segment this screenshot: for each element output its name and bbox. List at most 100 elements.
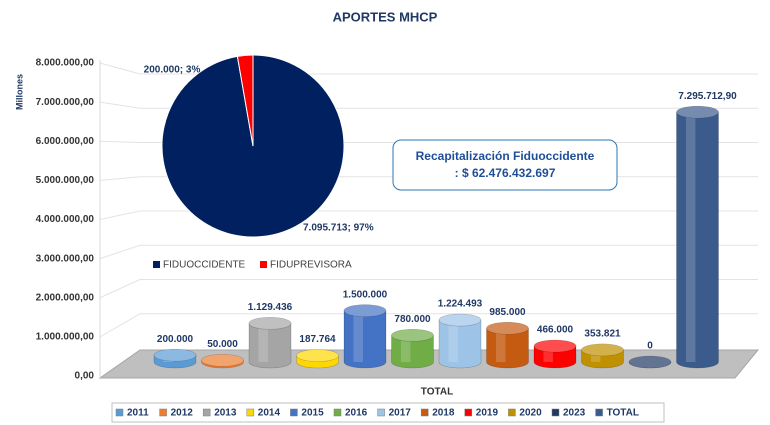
annotation-text: Recapitalización Fiduoccidente [416,149,595,163]
cylinder-top-shade [629,356,671,368]
grid-line [99,244,758,260]
legend-label: FIDUOCCIDENTE [163,260,246,271]
cylinder-top-shade [154,349,196,362]
legend-label: 2023 [563,408,586,419]
value-label: 466.000 [537,325,574,336]
cylinder-top-shade [534,340,576,353]
legend-swatch [333,408,342,417]
cylinder-body [248,323,292,369]
cylinder-top [343,304,387,317]
value-label: 1.129.436 [248,302,293,313]
y-tick-label: 6.000.000,00 [36,136,95,147]
cylinder-top [296,349,339,362]
cylinder-shine [590,349,601,362]
pie-slice [236,54,254,147]
cylinder-top-shade [581,343,624,356]
cylinder-top [201,353,244,367]
cylinder-top-shade [249,317,291,330]
grid-line [99,313,758,338]
x-axis-label: TOTAL [421,387,453,398]
grid-line [99,62,758,75]
cylinder-top [533,339,577,353]
cylinder-top-shade [391,329,434,342]
legend-swatch [420,408,429,417]
legend-label: 2015 [301,408,324,419]
cylinder-top-shade [344,304,386,317]
cylinder-top-shade [676,106,719,119]
value-label: 985.000 [489,307,526,318]
cylinder-shine [400,335,411,362]
legend-box [111,402,665,423]
cylinder-shine [495,328,506,362]
chart-title: APORTES MHCP [333,9,438,24]
legend-swatch [159,408,167,417]
legend-swatch [260,261,267,268]
cylinder-top [438,313,482,327]
legend-label: 2012 [171,408,194,419]
legend-swatch [551,408,560,417]
value-label: 780.000 [394,314,431,325]
cylinder-shine [353,310,363,362]
pie-value-label: 7.095.713; 97% [303,223,374,234]
legend-swatch [508,408,516,417]
cylinder-top [676,105,719,119]
value-label: 1.224.493 [438,299,483,310]
y-tick-label: 4.000.000,00 [36,214,95,225]
value-label: 7.295.712,90 [678,91,737,102]
cylinder-body [438,319,482,369]
cylinder-body [533,345,577,369]
y-tick-label: 8.000.000,00 [36,58,95,69]
value-label: 187.764 [299,334,336,345]
cylinder-top-shade [439,314,481,327]
cylinder-body [391,334,434,369]
legend-label: 2011 [127,408,149,419]
legend-label: 2020 [519,408,542,419]
legend-swatch [115,408,124,417]
y-tick-label: 3.000.000,00 [36,253,95,264]
legend-swatch [153,261,160,268]
cylinder-body [676,111,719,369]
value-label: 1.500.000 [343,289,388,300]
cylinder-shine [685,112,696,363]
cylinder-shine [543,346,553,362]
legend-label: 2019 [476,408,499,419]
legend-swatch [246,408,255,417]
y-axis-label: Millones [14,74,24,110]
y-tick-label: 2.000.000,00 [36,292,95,303]
cylinder-top [486,321,529,335]
legend-swatch [290,408,298,417]
legend-label: 2014 [258,408,281,419]
value-label: 0 [647,341,653,352]
value-label: 353.821 [584,329,621,340]
cylinder-top-shade [201,354,244,367]
pie-value-label: 200.000; 3% [144,65,201,76]
annotation-text: : $ 62.476.432.697 [455,166,556,180]
grid-line [99,210,758,220]
grid-line [99,101,758,109]
cylinder-top-shade [486,322,529,335]
legend-label: 2017 [389,408,412,419]
legend-swatch [595,408,603,417]
cylinder-top [248,317,292,330]
cylinder-top [391,328,434,342]
legend-label: 2013 [214,408,237,419]
annotation-box [392,139,618,191]
legend-label: TOTAL [607,408,639,419]
cylinder-top [581,343,624,357]
cylinder-shine [448,320,458,362]
cylinder-top [153,348,197,362]
cylinder-top [628,355,672,369]
y-tick-label: 1.000.000,00 [36,332,95,343]
cylinder-top-shade [296,349,339,362]
legend-label: 2016 [345,408,368,419]
grid-line [99,279,758,299]
value-label: 50.000 [207,339,238,350]
legend-swatch [377,408,385,417]
y-tick-label: 5.000.000,00 [36,175,95,186]
y-tick-label: 7.000.000,00 [36,97,95,108]
legend-swatch [202,408,211,417]
legend-swatch [464,408,473,417]
cylinder-shine [258,323,268,362]
value-label: 200.000 [157,334,194,345]
legend-label: FIDUPREVISORA [270,260,352,271]
